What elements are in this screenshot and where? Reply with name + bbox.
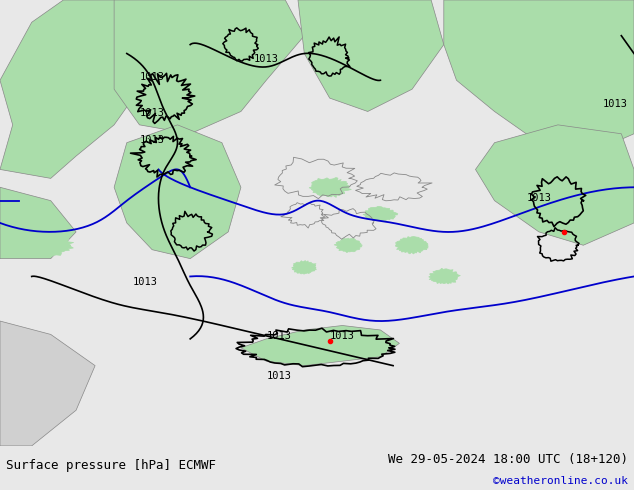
- Text: 1013: 1013: [266, 331, 291, 341]
- Polygon shape: [363, 206, 398, 221]
- Text: ©weatheronline.co.uk: ©weatheronline.co.uk: [493, 476, 628, 486]
- Text: 1013: 1013: [254, 54, 278, 64]
- Polygon shape: [292, 261, 316, 274]
- Polygon shape: [429, 269, 460, 284]
- Text: Surface pressure [hPa] ECMWF: Surface pressure [hPa] ECMWF: [6, 459, 216, 472]
- Polygon shape: [114, 0, 304, 134]
- Polygon shape: [334, 238, 362, 252]
- Text: 1013: 1013: [133, 277, 158, 287]
- Text: 1013: 1013: [266, 371, 291, 381]
- Polygon shape: [241, 325, 399, 366]
- Text: 1013: 1013: [139, 135, 164, 145]
- Text: 1013: 1013: [526, 193, 551, 203]
- Polygon shape: [0, 0, 190, 178]
- Text: 1013: 1013: [139, 108, 164, 118]
- Polygon shape: [309, 177, 351, 197]
- Polygon shape: [0, 187, 76, 259]
- Polygon shape: [396, 237, 429, 254]
- Polygon shape: [298, 0, 444, 112]
- Polygon shape: [476, 125, 634, 245]
- Polygon shape: [444, 0, 634, 156]
- Text: 1013: 1013: [330, 331, 354, 341]
- Text: We 29-05-2024 18:00 UTC (18+120): We 29-05-2024 18:00 UTC (18+120): [387, 453, 628, 466]
- Text: 1013: 1013: [602, 99, 627, 109]
- Polygon shape: [114, 125, 241, 259]
- Text: 1013: 1013: [139, 72, 164, 82]
- Polygon shape: [18, 233, 74, 257]
- Polygon shape: [0, 321, 95, 446]
